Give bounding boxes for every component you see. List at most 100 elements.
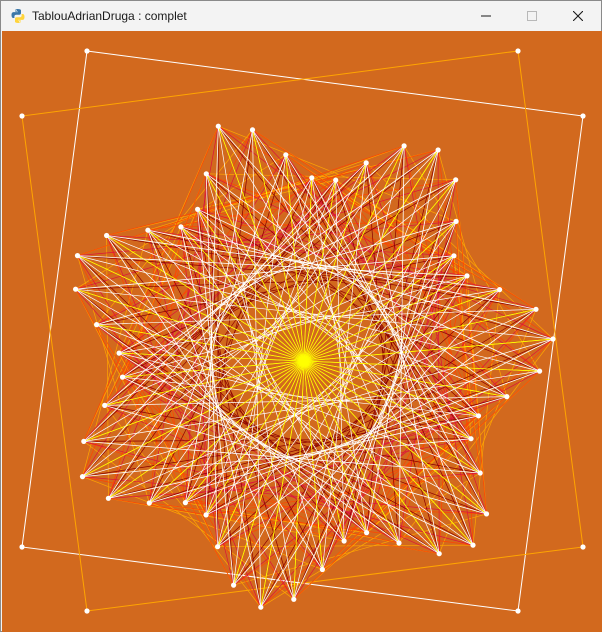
string-line — [147, 229, 537, 310]
string-line — [104, 405, 481, 474]
string-line — [77, 255, 345, 542]
string-line — [149, 396, 507, 504]
string-line — [83, 177, 313, 442]
string-line — [82, 275, 468, 477]
pin-dot — [249, 127, 256, 133]
string-line — [205, 126, 219, 515]
pin-dot — [81, 438, 87, 444]
string-line — [293, 177, 313, 600]
string-line — [260, 149, 439, 608]
pin-dot — [470, 542, 476, 548]
close-icon — [573, 11, 583, 21]
string-line — [106, 235, 507, 397]
drawing-canvas[interactable] — [2, 31, 602, 632]
string-line — [118, 352, 440, 555]
minimize-button[interactable] — [463, 1, 509, 31]
pin-dot — [464, 273, 470, 279]
string-line — [218, 125, 472, 439]
maximize-button[interactable] — [509, 1, 555, 31]
string-line — [106, 235, 454, 257]
pin-dot — [341, 538, 347, 544]
string-line — [106, 235, 500, 290]
string-line — [205, 396, 507, 516]
string-line — [77, 255, 474, 546]
frame-corner-dot — [580, 544, 586, 550]
string-line — [106, 235, 323, 570]
pin-dot — [477, 470, 483, 476]
string-line — [455, 179, 487, 514]
string-line — [365, 162, 440, 554]
string-line — [75, 288, 367, 533]
pin-dot — [333, 177, 339, 183]
pin-dot — [396, 540, 402, 546]
frame-corner-dot — [515, 608, 521, 614]
string-line — [147, 229, 400, 544]
pin-dot — [309, 175, 315, 181]
string-line — [322, 179, 457, 570]
string-line — [293, 221, 457, 600]
string-line — [217, 126, 295, 600]
string-line — [106, 235, 262, 608]
frame-corner-dot — [580, 113, 586, 119]
string-line — [205, 179, 337, 516]
pin-dot — [453, 177, 459, 183]
string-line — [122, 376, 487, 515]
string-line — [118, 352, 367, 533]
string-line — [197, 208, 540, 372]
string-line — [285, 154, 481, 474]
string-line — [82, 154, 287, 477]
pin-dot — [537, 368, 543, 374]
string-line — [466, 275, 487, 514]
string-line — [147, 230, 234, 586]
string-line — [118, 352, 474, 546]
string-line — [293, 255, 455, 600]
string-line — [197, 209, 207, 515]
string-line — [205, 129, 253, 515]
string-line — [252, 129, 440, 554]
string-line — [83, 441, 295, 600]
string-line — [311, 177, 472, 439]
pin-dot — [283, 152, 289, 158]
string-line — [106, 235, 440, 554]
string-line — [118, 126, 219, 354]
string-line — [75, 255, 454, 290]
pin-dot — [146, 500, 152, 506]
title-bar[interactable]: TablouAdrianDruga : complet — [1, 1, 601, 31]
string-line — [75, 288, 554, 340]
string-line — [205, 173, 218, 547]
string-line — [108, 497, 345, 542]
string-line — [217, 221, 457, 547]
string-line — [252, 129, 472, 439]
string-line — [104, 405, 440, 555]
frame-corner-dot — [84, 48, 90, 54]
frame-corner-dot — [19, 113, 25, 119]
string-line — [82, 230, 149, 477]
pin-dot — [73, 286, 79, 292]
python-snake-icon — [11, 9, 25, 23]
string-line — [311, 177, 487, 515]
string-line — [119, 352, 540, 372]
string-line — [104, 405, 345, 542]
pin-dot — [550, 336, 556, 342]
string-line — [122, 162, 367, 378]
pin-dot — [203, 512, 209, 518]
string-line — [149, 370, 540, 504]
minimize-icon — [481, 15, 491, 17]
maximize-icon — [527, 11, 537, 21]
string-line — [149, 502, 474, 546]
close-button[interactable] — [555, 1, 601, 31]
string-line — [96, 324, 345, 542]
pin-dot — [215, 544, 221, 550]
string-line — [311, 177, 474, 546]
string-line — [437, 149, 440, 554]
string-line — [104, 179, 336, 406]
pin-dot — [258, 604, 264, 610]
string-line — [335, 180, 345, 542]
pin-dot — [483, 511, 490, 517]
string-line — [217, 438, 472, 548]
string-line — [77, 221, 457, 256]
string-line — [260, 255, 455, 608]
string-line — [217, 145, 405, 547]
pin-dot — [435, 147, 441, 153]
string-line — [147, 230, 323, 570]
